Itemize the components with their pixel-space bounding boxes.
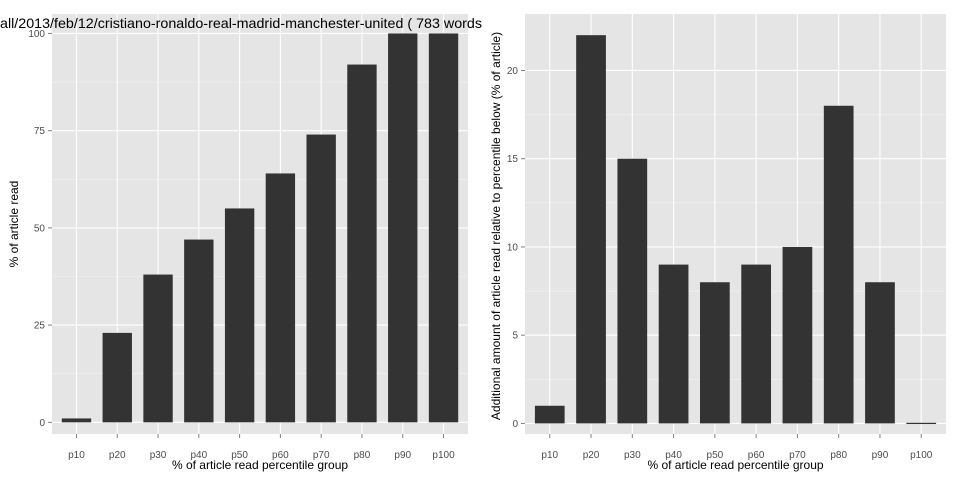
x-tick-label: p60 — [748, 450, 765, 461]
x-tick-label: p50 — [707, 450, 724, 461]
bar-p90 — [388, 33, 418, 423]
y-tick-label: 0 — [512, 419, 518, 430]
right-chart-panel: 0 5 10 15 20 p10 p20 p30 p40 p50 p60 p70 p80 p90 p100%… — [489, 14, 946, 472]
y-tick-label: 0 — [39, 418, 45, 429]
x-tick-label: p50 — [231, 450, 248, 461]
bar-p10 — [61, 418, 92, 423]
bar-p70 — [306, 134, 336, 423]
y-tick-label: 50 — [34, 223, 46, 234]
bar-p90 — [865, 282, 895, 424]
bar-p50 — [224, 208, 255, 423]
x-tick-label: p70 — [789, 450, 806, 461]
y-tick-label: 15 — [507, 154, 519, 165]
bar-p60 — [741, 264, 771, 424]
bar-p80 — [823, 105, 854, 424]
x-tick-label: p100 — [432, 450, 455, 461]
y-tick-label: 10 — [507, 242, 519, 253]
x-tick-label: p30 — [150, 450, 167, 461]
bar-p30 — [143, 274, 173, 423]
y-axis-title: % of article read — [7, 181, 21, 268]
bar-p70 — [782, 246, 813, 424]
bar-p20 — [576, 35, 606, 424]
chart-title: all/2013/feb/12/cristiano-ronaldo-real-m… — [0, 15, 482, 31]
bar-p100 — [906, 422, 937, 425]
x-tick-label: p70 — [313, 450, 330, 461]
x-axis-title: % of article read percentile group — [647, 458, 823, 472]
y-tick-label: 75 — [34, 126, 46, 137]
y-tick-label: 25 — [34, 321, 46, 332]
bar-p20 — [102, 332, 132, 423]
bar-p50 — [700, 282, 730, 424]
x-tick-label: p80 — [830, 450, 847, 461]
bar-p10 — [534, 405, 565, 424]
x-tick-label: p90 — [872, 450, 889, 461]
bar-p40 — [184, 239, 214, 423]
x-tick-label: p10 — [541, 450, 558, 461]
bar-p80 — [347, 64, 377, 423]
x-axis-title: % of article read percentile group — [172, 458, 348, 472]
x-tick-label: p40 — [190, 450, 207, 461]
x-tick-label: p20 — [109, 450, 126, 461]
y-tick-label: 5 — [512, 331, 518, 342]
x-tick-label: p90 — [394, 450, 411, 461]
x-tick-label: p100 — [910, 450, 933, 461]
bar-p40 — [658, 264, 689, 424]
y-tick-label: 20 — [507, 66, 519, 77]
bar-p60 — [265, 173, 296, 423]
x-tick-label: p30 — [624, 450, 641, 461]
x-tick-label: p80 — [354, 450, 371, 461]
x-tick-label: p60 — [272, 450, 289, 461]
x-tick-label: p40 — [665, 450, 682, 461]
x-tick-label: p20 — [583, 450, 600, 461]
bar-p30 — [617, 158, 648, 424]
left-chart-panel: 0 25 50 75 100 p10 p20 p30 p40 p50 p60 p70 p80 p90 p10… — [0, 14, 482, 472]
x-tick-label: p10 — [68, 450, 85, 461]
y-tick-label: 100 — [28, 29, 45, 40]
y-axis-title: Additional amount of article read relati… — [489, 32, 503, 420]
bar-p100 — [428, 33, 459, 423]
